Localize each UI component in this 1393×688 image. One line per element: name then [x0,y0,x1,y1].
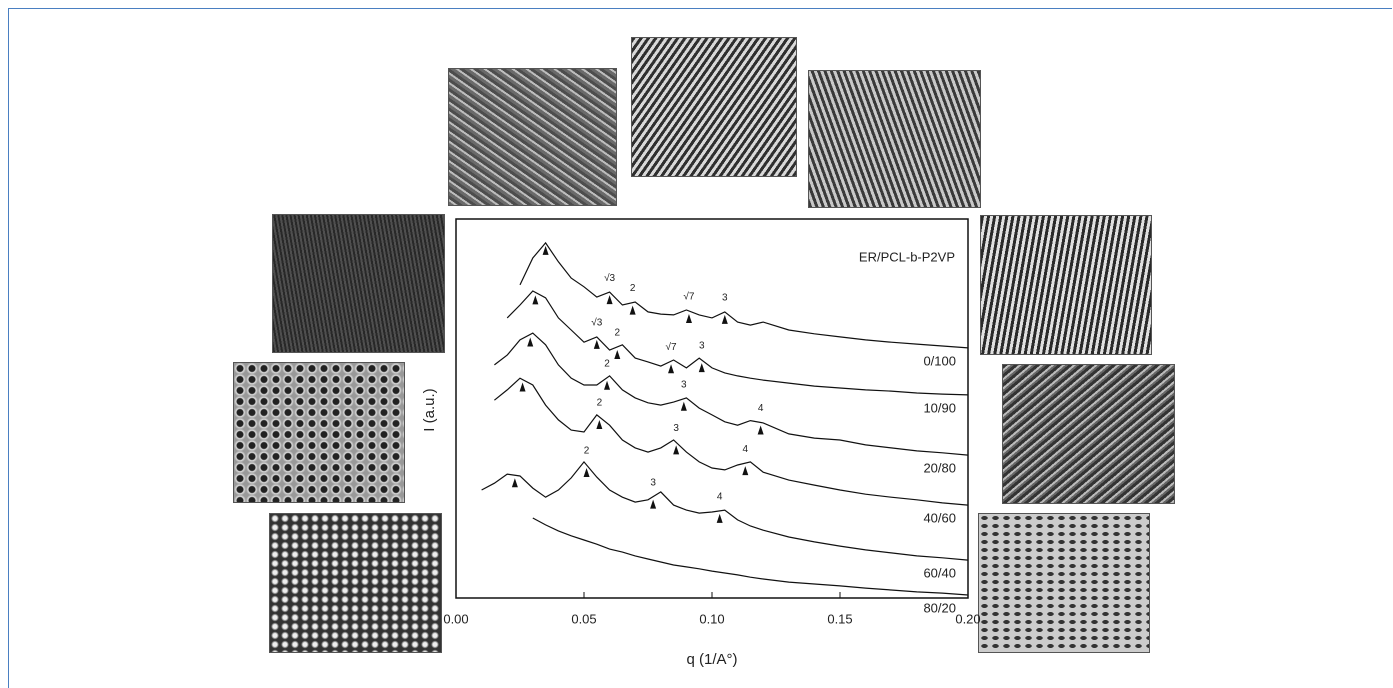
x-tick-label: 0.05 [571,611,596,626]
series-label: 20/80 [923,461,956,476]
series-label: 0/100 [923,353,956,368]
peak-label: 2 [584,446,590,457]
x-tick-label: 0.10 [699,611,724,626]
page: {"chart_data": {"type": "line", "legend_… [0,0,1393,679]
peak-label: 3 [699,341,705,352]
peak-label: 4 [758,403,764,414]
peak-label: √7 [683,291,694,303]
peak-label: 4 [717,491,723,502]
peak-label: √3 [604,272,615,284]
peak-label: 3 [681,379,687,390]
chart: ER/PCL-b-P2VP q (1/A°) I (a.u.) 0.00 0.05… [0,0,1393,679]
series-label: 60/40 [923,566,956,581]
series-label: 10/90 [923,400,956,415]
series-label: 40/60 [923,511,956,526]
peak-label: 2 [604,358,610,369]
plot-frame [456,219,968,598]
peak-label: 3 [650,477,656,488]
peak-label: 3 [673,423,679,434]
legend-title: ER/PCL-b-P2VP [859,249,955,264]
peak-label: 2 [597,398,603,409]
peak-label: 2 [614,328,620,339]
peak-label: 4 [742,444,748,455]
peak-label: √3 [591,317,602,329]
peak-label: 3 [722,292,728,303]
x-tick-label: 0.15 [827,611,852,626]
x-tick-label: 0.20 [955,611,980,626]
x-tick-label: 0.00 [443,611,468,626]
y-axis-label: I (a.u.) [421,388,438,431]
series-label: 80/20 [923,600,956,615]
peak-label: 2 [630,283,636,294]
peak-label: √7 [666,341,677,353]
x-axis-label: q (1/A°) [686,651,737,668]
